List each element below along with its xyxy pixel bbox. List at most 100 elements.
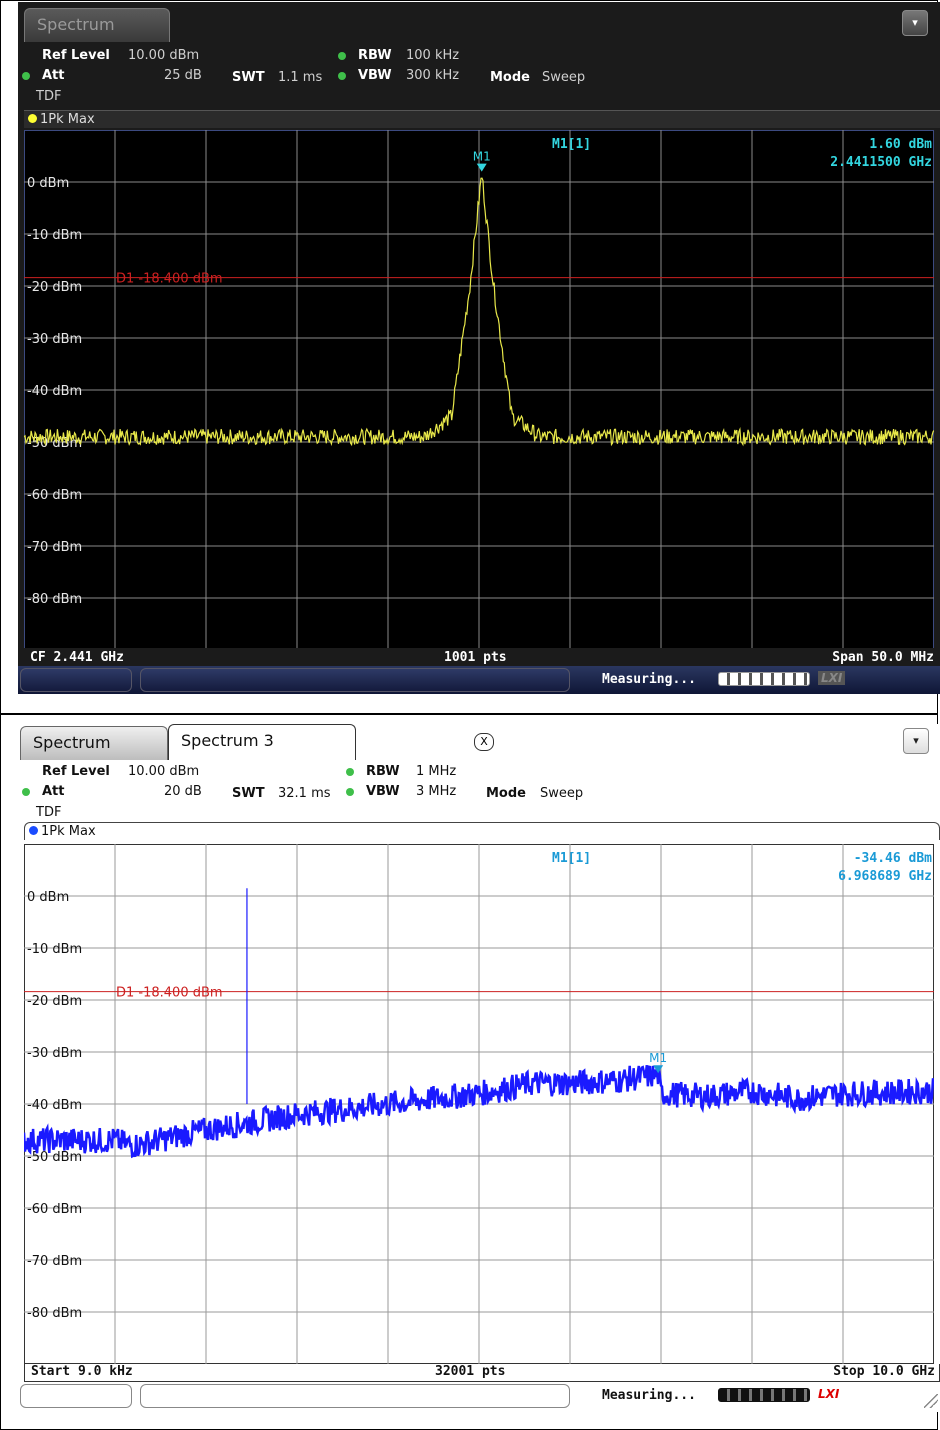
vbw-status-dot (338, 72, 346, 80)
spectrum-window-1: Spectrum ▾ Ref Level 10.00 dBm Att 25 dB… (18, 2, 940, 694)
status-field-2 (140, 668, 570, 692)
trace-label: 1Pk Max (40, 112, 95, 127)
tab-spectrum-3-label: Spectrum 3 (181, 731, 274, 750)
trace-1pk-max (24, 1065, 934, 1159)
plot-canvas: 0 dBm-10 dBm-20 dBm-30 dBm-40 dBm-50 dBm… (24, 130, 934, 650)
att-value: 20 dB (164, 784, 202, 799)
frequency-span: Span 50.0 MHz (832, 650, 934, 665)
ref-level-value: 10.00 dBm (128, 764, 200, 779)
y-tick-label: -80 dBm (27, 592, 82, 607)
vbw-label: VBW (358, 68, 392, 83)
status-field-2 (140, 1384, 570, 1408)
marker-m1-tag: M1 (649, 1051, 667, 1065)
vbw-value: 300 kHz (406, 68, 460, 83)
y-tick-label: -80 dBm (27, 1306, 82, 1321)
trace-color-dot (29, 826, 38, 835)
measuring-status: Measuring... (602, 1388, 696, 1403)
marker-readout-level: 1.60 dBm (869, 137, 932, 152)
sweep-points: 32001 pts (435, 1364, 506, 1379)
marker-readout-level: -34.46 dBm (854, 851, 932, 866)
y-tick-label: -20 dBm (27, 280, 82, 295)
ref-level-label: Ref Level (42, 48, 110, 63)
status-field-1 (20, 668, 132, 692)
display-line-label: D1 -18.400 dBm (116, 986, 223, 1001)
center-frequency: CF 2.441 GHz (30, 650, 124, 665)
rbw-label: RBW (366, 764, 400, 779)
sweep-progress-bar (718, 672, 810, 686)
y-tick-label: -70 dBm (27, 540, 82, 555)
y-tick-label: -70 dBm (27, 1254, 82, 1269)
y-tick-label: -10 dBm (27, 942, 82, 957)
y-tick-label: -60 dBm (27, 1202, 82, 1217)
vbw-status-dot (346, 788, 354, 796)
menu-dropdown-icon[interactable]: ▾ (902, 10, 928, 36)
settings-panel: Ref Level 10.00 dBm Att 20 dB TDF SWT 32… (18, 760, 940, 830)
rbw-value: 100 kHz (406, 48, 460, 63)
marker-readout-label: M1[1] (552, 851, 591, 866)
resize-grip-icon[interactable] (924, 1394, 938, 1408)
y-tick-label: -10 dBm (27, 228, 82, 243)
mode-value: Sweep (540, 786, 584, 801)
marker-readout-label: M1[1] (552, 137, 591, 152)
y-tick-label: -40 dBm (27, 384, 82, 399)
marker-m1-icon (653, 1065, 664, 1074)
bottom-bar: CF 2.441 GHz 1001 pts Span 50.0 MHz (24, 648, 940, 666)
swt-label: SWT (232, 786, 265, 801)
spectrum-plot-1[interactable]: 0 dBm -10 dBm -20 dBm -30 dBm -40 dBm -50 dBm… (24, 130, 934, 650)
status-field-1 (20, 1384, 132, 1408)
rbw-value: 1 MHz (416, 764, 457, 779)
att-label: Att (42, 784, 65, 799)
trace-label: 1Pk Max (41, 824, 96, 839)
y-tick-label: 0 dBm (27, 176, 69, 191)
sweep-points: 1001 pts (444, 650, 507, 665)
settings-panel: Ref Level 10.00 dBm Att 25 dB TDF SWT 1.… (18, 42, 940, 114)
close-icon[interactable]: X (474, 733, 494, 751)
status-bar: Measuring... LXI (18, 666, 940, 694)
marker-m1-tag: M1 (473, 150, 491, 164)
marker-readout-frequency: 6.968689 GHz (838, 869, 932, 884)
status-bar: Measuring... LXI (18, 1382, 940, 1410)
marker-readout-frequency: 2.4411500 GHz (830, 155, 932, 170)
tdf-label: TDF (36, 89, 62, 104)
tdf-label: TDF (36, 805, 62, 820)
att-value: 25 dB (164, 68, 202, 83)
lxi-logo: LXI (818, 1387, 840, 1401)
rbw-status-dot (346, 768, 354, 776)
y-tick-label: 0 dBm (27, 890, 69, 905)
spectrum-plot-2[interactable]: 0 dBm -10 dBm -20 dBm -30 dBm -40 dBm -50 dBm… (24, 844, 934, 1364)
y-tick-label: -40 dBm (27, 1098, 82, 1113)
rbw-status-dot (338, 52, 346, 60)
stop-frequency: Stop 10.0 GHz (833, 1364, 935, 1379)
rbw-label: RBW (358, 48, 392, 63)
y-tick-label: -20 dBm (27, 994, 82, 1009)
swt-label: SWT (232, 70, 265, 85)
tab-spectrum[interactable]: Spectrum (24, 8, 170, 42)
y-tick-label: -60 dBm (27, 488, 82, 503)
y-tick-label: -30 dBm (27, 332, 82, 347)
att-label: Att (42, 68, 65, 83)
trace-1pk-max (24, 177, 934, 447)
att-status-dot (22, 788, 30, 796)
mode-label: Mode (486, 786, 526, 801)
bottom-bar: Start 9.0 kHz 32001 pts Stop 10.0 GHz (24, 1364, 940, 1382)
y-tick-label: -30 dBm (27, 1046, 82, 1061)
trace-header: 1Pk Max (24, 822, 940, 840)
display-line-label: D1 -18.400 dBm (116, 272, 223, 287)
trace-header: 1Pk Max (24, 110, 940, 128)
swt-value: 32.1 ms (278, 786, 331, 801)
plot-canvas: 0 dBm-10 dBm-20 dBm-30 dBm-40 dBm-50 dBm… (24, 844, 934, 1364)
mode-label: Mode (490, 70, 530, 85)
measuring-status: Measuring... (602, 672, 696, 687)
spectrum-window-2: Spectrum Spectrum 3 X ▾ Ref Level 10.00 … (18, 724, 940, 1412)
trace-color-dot (28, 114, 37, 123)
marker-m1-icon (476, 163, 487, 172)
swt-value: 1.1 ms (278, 70, 323, 85)
menu-dropdown-icon[interactable]: ▾ (903, 728, 929, 754)
lxi-logo: LXI (818, 671, 846, 685)
mode-value: Sweep (542, 70, 586, 85)
tab-spectrum[interactable]: Spectrum (20, 726, 168, 760)
start-frequency: Start 9.0 kHz (31, 1364, 133, 1379)
ref-level-value: 10.00 dBm (128, 48, 200, 63)
tab-spectrum-3[interactable]: Spectrum 3 X (168, 724, 494, 760)
sweep-progress-bar (718, 1388, 810, 1402)
